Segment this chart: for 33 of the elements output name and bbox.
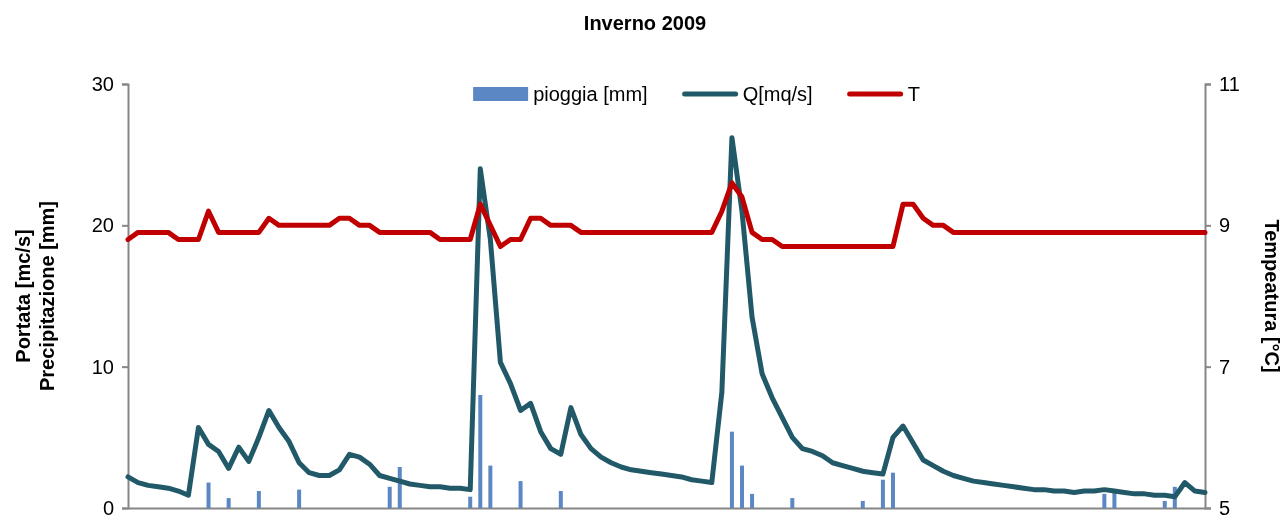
y2-tick-label: 11 bbox=[1219, 72, 1240, 95]
bar bbox=[468, 496, 473, 508]
bar bbox=[558, 491, 563, 508]
y2-tick-label: 7 bbox=[1219, 355, 1231, 378]
y2-axis-title: Tempeatura [°C] bbox=[1261, 219, 1283, 373]
bar bbox=[880, 479, 885, 508]
bar bbox=[750, 493, 755, 508]
y2-tick-label: 5 bbox=[1219, 496, 1231, 519]
legend-label: pioggia [mm] bbox=[533, 83, 648, 105]
bar bbox=[1162, 500, 1167, 508]
bar bbox=[478, 394, 483, 508]
bar bbox=[206, 482, 211, 508]
y-tick-label: 30 bbox=[91, 72, 114, 95]
bar bbox=[790, 498, 795, 508]
y-tick-label: 10 bbox=[91, 355, 114, 378]
chart-title: Inverno 2009 bbox=[583, 12, 707, 34]
bar bbox=[488, 465, 493, 508]
legend-label: T bbox=[907, 83, 920, 105]
y2-tick-label: 9 bbox=[1219, 214, 1231, 237]
bar bbox=[729, 431, 734, 508]
bar bbox=[387, 486, 392, 508]
y-tick-label: 20 bbox=[91, 214, 114, 237]
bar bbox=[860, 500, 865, 508]
y-axis-title: Portata [mc/s] Precipitazione [mm] bbox=[12, 200, 58, 392]
bar bbox=[518, 481, 523, 508]
bar bbox=[297, 489, 302, 508]
legend-label: Q[mq/s] bbox=[742, 83, 813, 105]
bar bbox=[226, 498, 231, 508]
bar bbox=[1102, 493, 1107, 508]
bar bbox=[890, 472, 895, 508]
y-tick-label: 0 bbox=[102, 496, 114, 519]
bar bbox=[739, 465, 744, 508]
bar bbox=[256, 491, 261, 508]
